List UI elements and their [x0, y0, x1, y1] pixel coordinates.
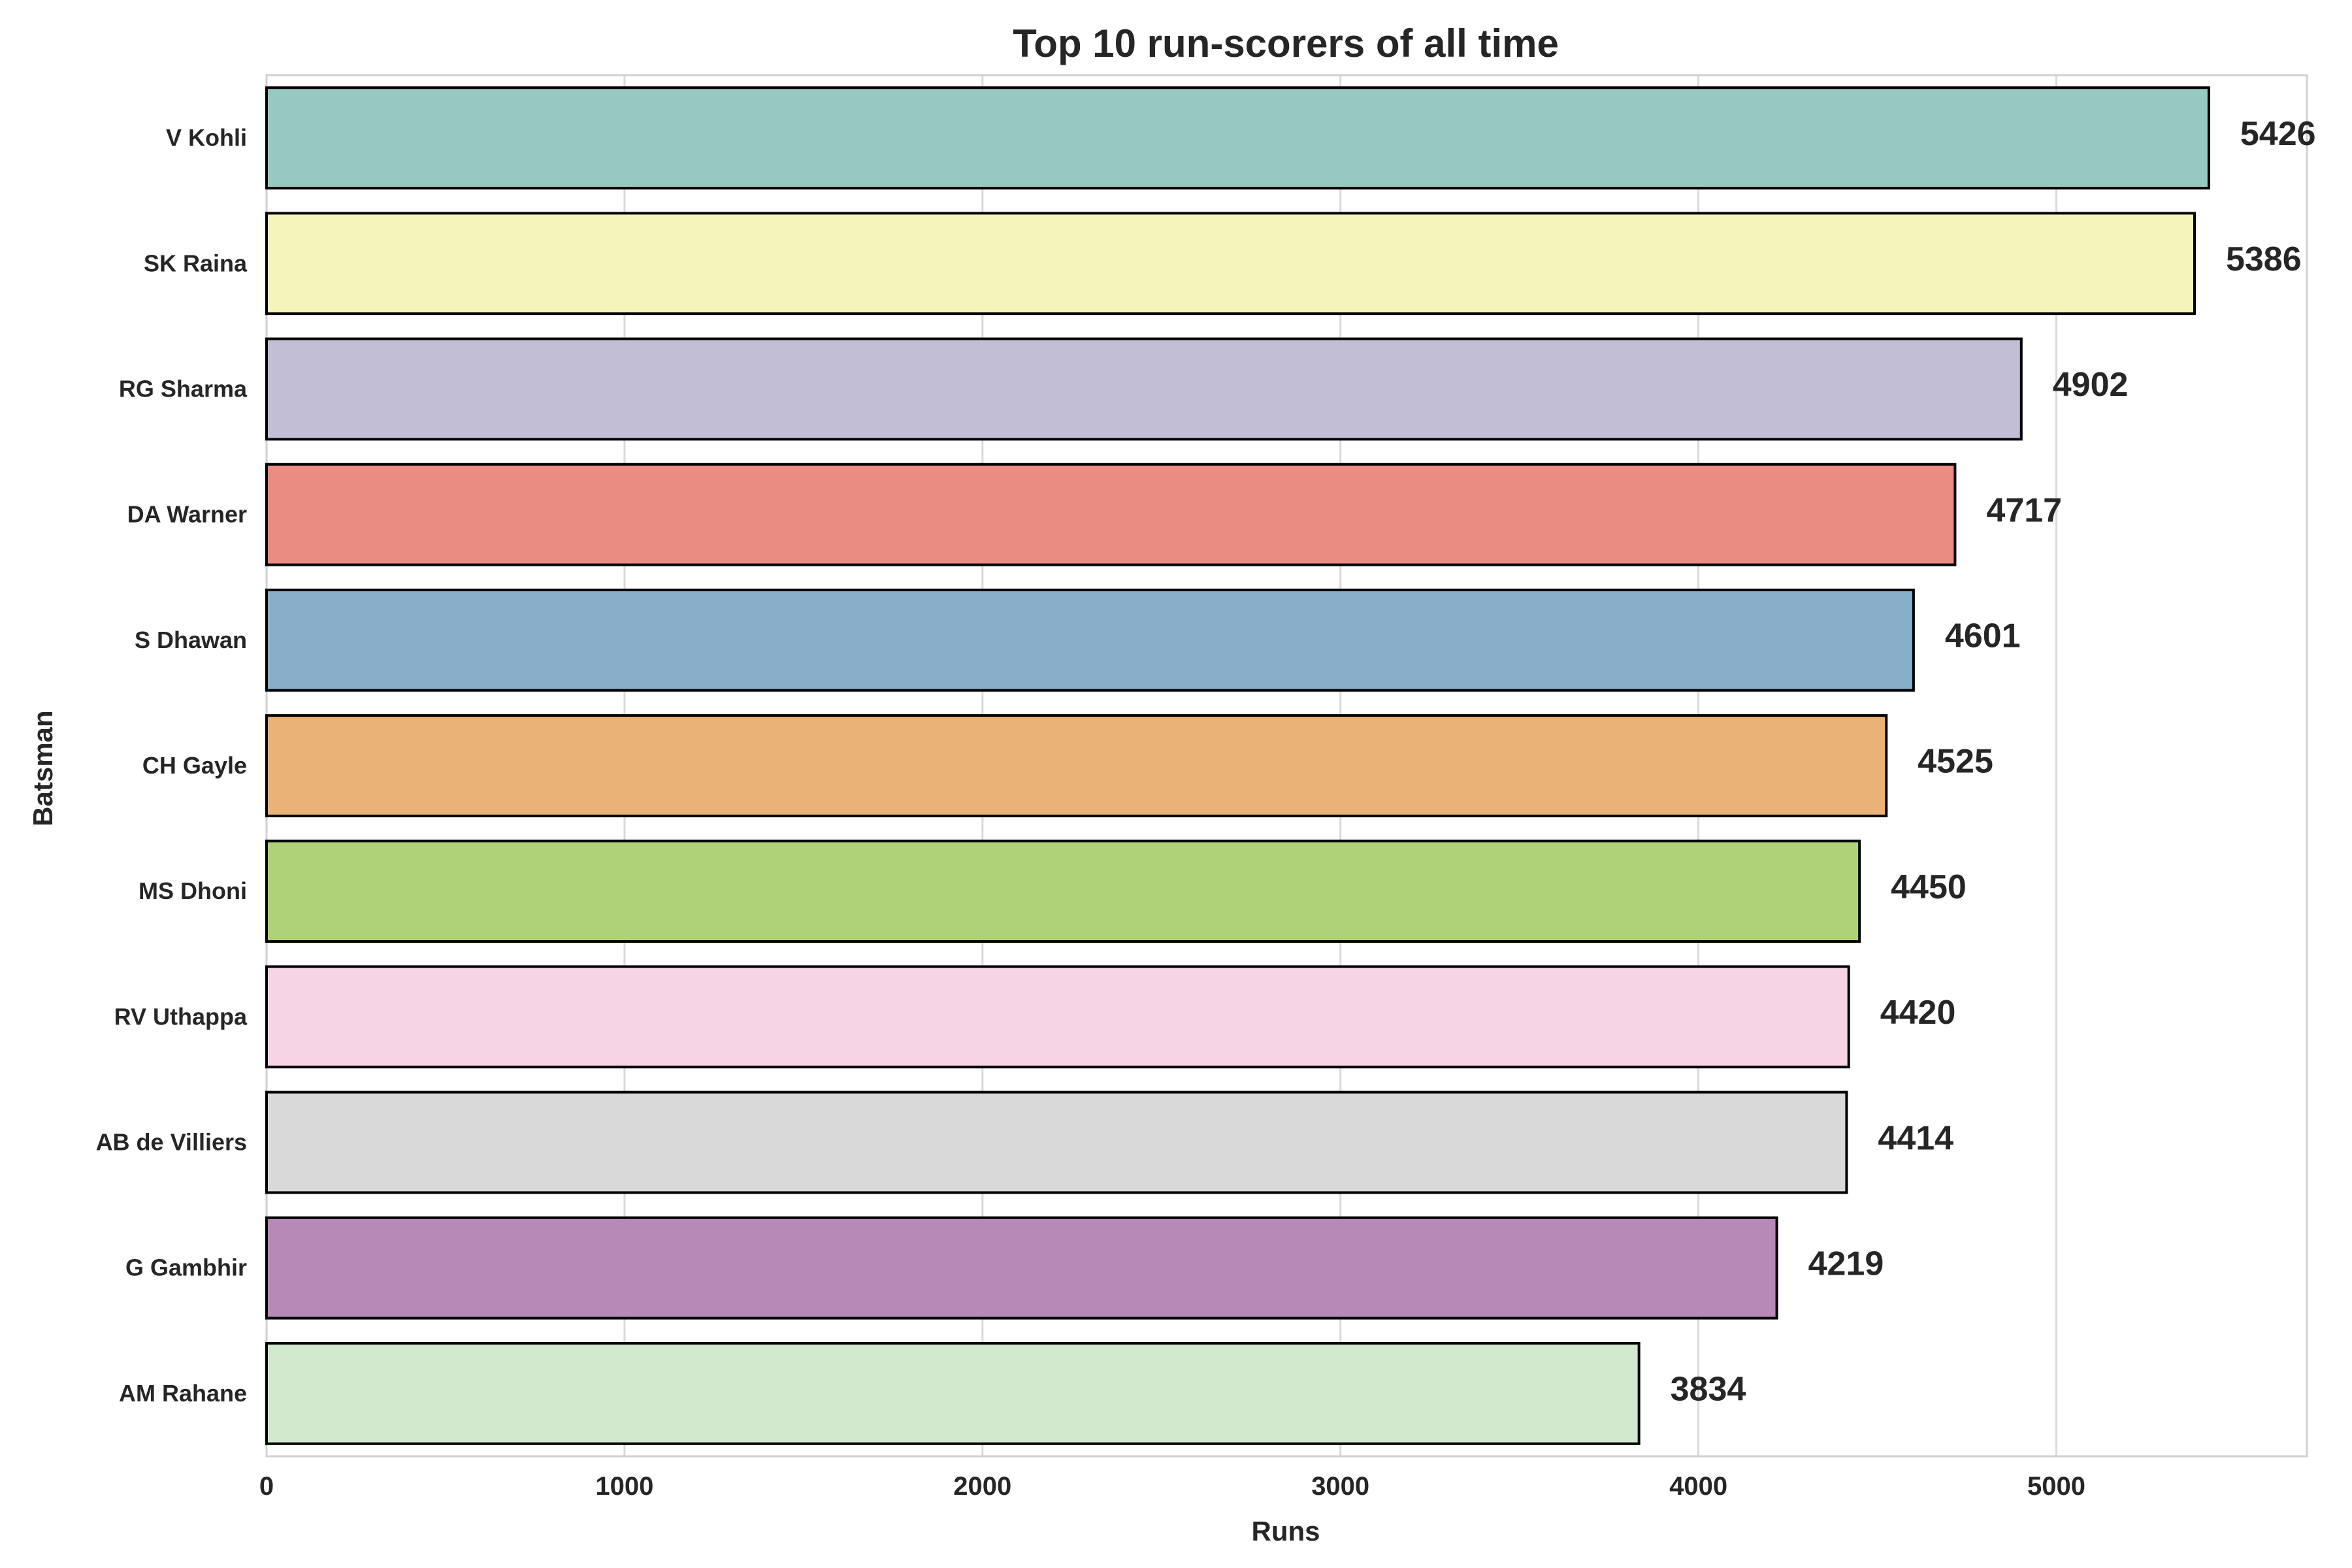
y-tick-label-ch-gayle: CH Gayle — [142, 752, 247, 779]
value-label-da-warner: 4717 — [1986, 491, 2062, 529]
chart-title: Top 10 run-scorers of all time — [1013, 22, 1559, 65]
x-tick-label-1000: 1000 — [595, 1472, 653, 1501]
bars-layer — [265, 86, 2210, 1445]
value-labels-layer: 5426 5386 4902 4717 4601 4525 4450 4420 4414 4219… — [1671, 115, 2316, 1409]
y-tick-label-s-dhawan: S Dhawan — [135, 627, 247, 653]
bar-ch-gayle — [265, 714, 1888, 817]
bar-rv-uthappa — [265, 965, 1850, 1069]
bar-ab-de-villiers — [265, 1090, 1848, 1194]
bar-g-gambhir — [265, 1216, 1778, 1320]
y-ticks-layer: V Kohli SK Raina RG Sharma DA Warner S Dhawa… — [96, 124, 248, 1407]
y-tick-label-ab-de-villiers: AB de Villiers — [96, 1129, 247, 1156]
x-ticks-layer: 0 1000 2000 3000 4000 5000 — [259, 1472, 2085, 1501]
value-label-sk-raina: 5386 — [2226, 240, 2302, 278]
y-tick-label-am-rahane: AM Rahane — [119, 1380, 247, 1407]
value-label-g-gambhir: 4219 — [1808, 1245, 1884, 1282]
value-label-rv-uthappa: 4420 — [1880, 994, 1956, 1032]
y-tick-label-da-warner: DA Warner — [127, 501, 247, 528]
x-axis-label: Runs — [1252, 1516, 1320, 1546]
y-axis-label: Batsman — [27, 710, 58, 826]
bar-da-warner — [265, 463, 1957, 566]
y-tick-label-v-kohli: V Kohli — [166, 124, 247, 151]
y-tick-label-g-gambhir: G Gambhir — [125, 1254, 247, 1281]
value-label-ms-dhoni: 4450 — [1891, 868, 1967, 906]
y-tick-label-rv-uthappa: RV Uthappa — [114, 1003, 248, 1030]
bar-s-dhawan — [265, 588, 1915, 692]
value-label-ch-gayle: 4525 — [1918, 743, 1993, 781]
x-tick-label-4000: 4000 — [1669, 1472, 1727, 1501]
y-tick-label-rg-sharma: RG Sharma — [119, 375, 248, 402]
x-tick-label-0: 0 — [259, 1472, 274, 1501]
x-tick-label-3000: 3000 — [1311, 1472, 1369, 1501]
value-label-rg-sharma: 4902 — [2053, 366, 2129, 404]
value-label-ab-de-villiers: 4414 — [1878, 1119, 1953, 1157]
bar-ms-dhoni — [265, 840, 1861, 943]
y-tick-label-sk-raina: SK Raina — [144, 250, 248, 276]
bar-sk-raina — [265, 212, 2196, 316]
value-label-v-kohli: 5426 — [2240, 115, 2316, 153]
x-tick-label-2000: 2000 — [953, 1472, 1011, 1501]
value-label-s-dhawan: 4601 — [1945, 617, 2021, 655]
y-tick-label-ms-dhoni: MS Dhoni — [139, 877, 247, 904]
x-tick-label-5000: 5000 — [2027, 1472, 2085, 1501]
value-label-am-rahane: 3834 — [1671, 1371, 1746, 1409]
bar-rg-sharma — [265, 337, 2023, 441]
bar-v-kohli — [265, 86, 2210, 189]
bar-am-rahane — [265, 1342, 1641, 1445]
